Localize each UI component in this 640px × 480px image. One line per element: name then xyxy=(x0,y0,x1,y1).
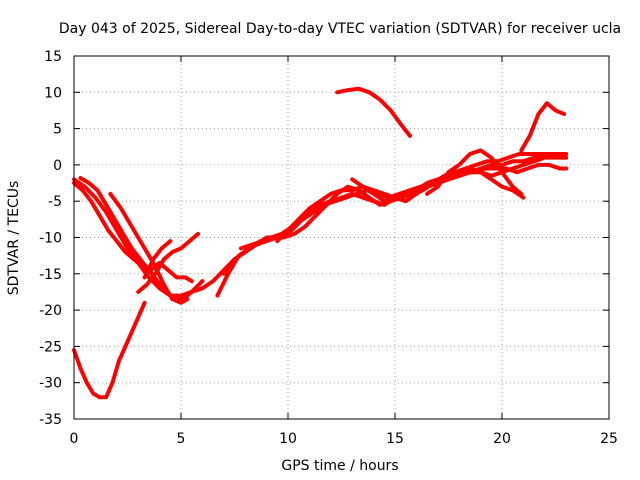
y-tick-label: 5 xyxy=(53,122,62,138)
y-tick-label: -5 xyxy=(48,194,62,210)
series-line-arc-o xyxy=(519,101,567,153)
x-tick-label: 5 xyxy=(177,431,186,447)
x-tick-label: 20 xyxy=(493,431,511,447)
series-line-arc-f xyxy=(142,239,173,280)
y-tick-label: 15 xyxy=(44,49,62,65)
series-line-arc-n xyxy=(335,86,412,138)
x-tick-label: 0 xyxy=(70,431,79,447)
series-line-arc-e xyxy=(136,231,201,294)
y-tick-label: 0 xyxy=(53,158,62,174)
series-line-arc-g xyxy=(72,300,147,400)
y-tick-label: -30 xyxy=(39,376,62,392)
y-tick-label: -35 xyxy=(39,412,62,428)
y-tick-label: -15 xyxy=(39,267,62,283)
series-line-arc-j xyxy=(238,152,564,251)
x-tick-label: 15 xyxy=(386,431,404,447)
x-tick-label: 10 xyxy=(279,431,297,447)
series-line-arc-m xyxy=(425,148,524,196)
grid-layer xyxy=(74,56,609,419)
y-tick-label: -10 xyxy=(39,231,62,247)
y-tick-label: -20 xyxy=(39,303,62,319)
y-axis-label: SDTVAR / TECUs xyxy=(6,181,22,296)
series-line-arc-c xyxy=(78,176,205,302)
series-line-arc-h xyxy=(215,162,569,298)
y-tick-label: -25 xyxy=(39,339,62,355)
x-tick-label: 25 xyxy=(600,431,618,447)
series-layer xyxy=(72,86,569,400)
series-line-arc-l xyxy=(350,166,526,204)
series-line-arc-k xyxy=(275,152,569,244)
chart-title: Day 043 of 2025, Sidereal Day-to-day VTE… xyxy=(59,21,621,37)
x-axis-label: GPS time / hours xyxy=(281,458,398,474)
y-tick-label: 10 xyxy=(44,85,62,101)
tick-layer: 0 5 10 15 20 25 -35 -30 -25 -20 -15 -10 -5 0 5 10 15 xyxy=(39,49,618,447)
